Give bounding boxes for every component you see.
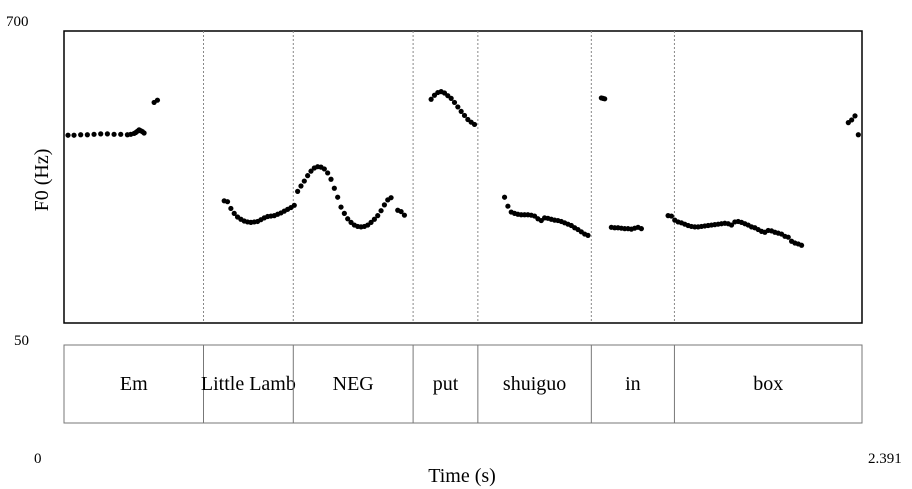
plot-frame	[63, 30, 863, 324]
x-tick-max: 2.391	[868, 451, 902, 467]
pitch-point	[335, 194, 341, 200]
pitch-point	[371, 216, 377, 222]
pitch-point	[71, 132, 77, 138]
pitch-point	[849, 117, 855, 123]
pitch-point	[471, 121, 478, 128]
pitch-point	[388, 195, 394, 201]
x-axis-label: Time (s)	[428, 465, 496, 487]
pitch-point	[458, 108, 464, 115]
y-tick-max: 700	[6, 14, 29, 30]
pitch-point	[325, 170, 331, 176]
pitch-point	[378, 208, 384, 214]
pitch-point	[104, 131, 110, 137]
pitch-point	[505, 203, 511, 209]
pitch-point	[141, 130, 147, 136]
y-tick-min: 50	[14, 333, 29, 349]
pitch-point	[785, 234, 791, 240]
interval-label: shuiguo	[503, 373, 566, 395]
pitch-point	[224, 199, 231, 205]
pitch-point	[91, 131, 97, 137]
pitch-point	[154, 97, 161, 103]
pitch-point	[118, 131, 124, 137]
pitch-point	[428, 96, 434, 102]
pitch-point	[321, 166, 327, 172]
pitch-point	[381, 202, 388, 208]
pitch-point	[638, 226, 644, 232]
pitch-point	[728, 222, 735, 228]
pitch-point	[331, 185, 337, 191]
pitch-point	[231, 210, 237, 216]
pitch-point	[338, 204, 344, 210]
pitch-point	[451, 99, 458, 106]
pitch-point	[305, 173, 311, 179]
pitch-point	[345, 216, 351, 222]
pitch-point	[398, 208, 404, 215]
pitch-point	[291, 202, 297, 208]
pitch-point	[668, 213, 675, 219]
pitch-point	[855, 132, 861, 138]
pitch-point	[368, 219, 374, 225]
interval-label: box	[753, 373, 783, 395]
pitch-point	[65, 132, 71, 138]
x-tick-min: 0	[34, 451, 42, 467]
pitch-point	[328, 176, 334, 182]
pitch-point	[461, 112, 468, 119]
annotation-tier: Em Little Lamb NEG put shuiguo in box	[120, 345, 783, 423]
pitch-point	[308, 168, 314, 174]
pitch-point	[401, 212, 408, 218]
interval-label: put	[433, 373, 459, 395]
pitch-points	[65, 89, 861, 248]
pitch-point	[301, 178, 307, 184]
pitch-point	[298, 183, 304, 189]
interval-label: Em	[120, 373, 148, 395]
pitch-point	[78, 132, 84, 138]
pitch-point	[98, 131, 104, 137]
pitch-point	[585, 232, 591, 238]
pitch-point	[295, 188, 301, 194]
interval-label: NEG	[333, 373, 374, 395]
pitch-point	[341, 210, 347, 216]
y-axis-label: F0 (Hz)	[31, 149, 53, 212]
annotation-tier-frame	[63, 344, 863, 424]
pitch-point	[448, 95, 454, 101]
pitch-point	[228, 205, 234, 212]
pitch-point	[501, 194, 508, 200]
pitch-point	[455, 104, 461, 110]
pitch-point	[84, 132, 90, 138]
interval-boundaries	[203, 31, 675, 323]
interval-label: in	[625, 373, 641, 395]
pitch-point	[111, 131, 117, 137]
pitch-point	[798, 242, 805, 248]
pitch-point	[600, 95, 606, 101]
pitch-point	[852, 113, 858, 119]
interval-label: Little Lamb	[201, 373, 296, 395]
pitch-point	[375, 213, 381, 219]
